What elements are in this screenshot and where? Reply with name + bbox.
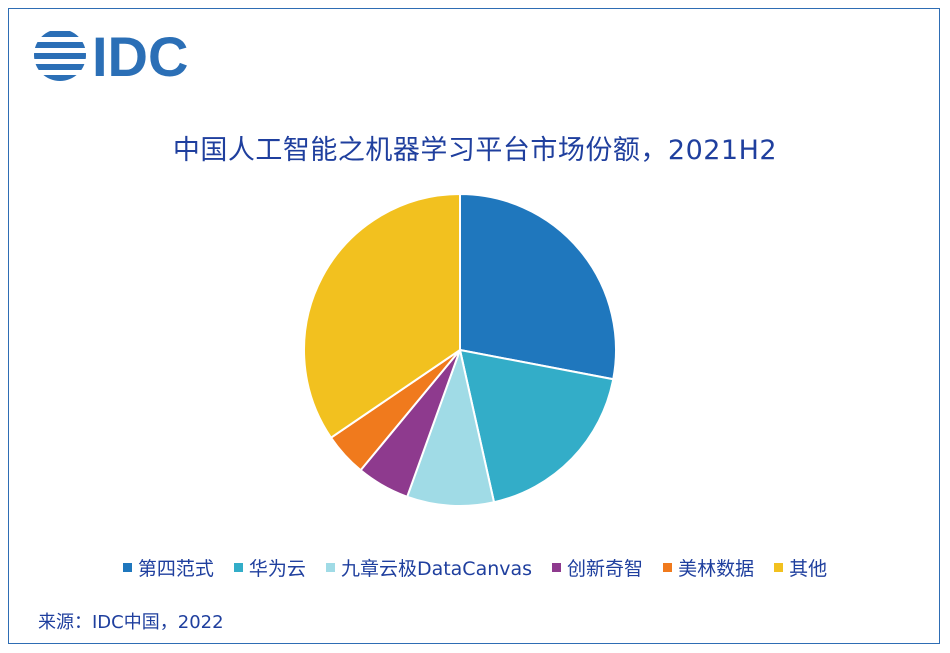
legend-label: 美林数据 bbox=[678, 558, 755, 580]
pie-slice-6 bbox=[303, 192, 461, 440]
pie-slice-2 bbox=[458, 348, 615, 504]
chart-title: 中国人工智能之机器学习平台市场份额，2021H2 bbox=[172, 135, 778, 166]
pie-chart bbox=[303, 192, 617, 507]
legend-swatch bbox=[552, 563, 562, 572]
legend-swatch bbox=[663, 563, 673, 572]
legend-swatch bbox=[774, 563, 784, 572]
legend-label: 其他 bbox=[789, 558, 828, 580]
pie-slice-3 bbox=[405, 346, 496, 507]
legend-item-2: 华为云 bbox=[233, 554, 306, 581]
idc-logo: IDC bbox=[34, 25, 188, 88]
source-note: 来源：IDC中国，2022 bbox=[38, 612, 224, 633]
legend-swatch bbox=[325, 563, 335, 572]
pie-slice-1 bbox=[459, 192, 617, 381]
legend-swatch bbox=[122, 563, 132, 572]
legend-item-3: 九章云极DataCanvas bbox=[325, 554, 533, 581]
legend-item-5: 美林数据 bbox=[663, 554, 754, 581]
legend-item-4: 创新奇智 bbox=[552, 554, 643, 581]
legend-label: 华为云 bbox=[248, 558, 306, 580]
logo-text: IDC bbox=[92, 25, 188, 88]
legend-item-6: 其他 bbox=[774, 554, 827, 581]
legend-label: 九章云极DataCanvas bbox=[340, 558, 533, 580]
legend-swatch bbox=[233, 563, 243, 572]
legend-item-1: 第四范式 bbox=[122, 554, 214, 581]
globe-icon bbox=[34, 31, 86, 81]
legend-label: 第四范式 bbox=[137, 558, 214, 580]
legend: 第四范式 华为云 九章云极DataCanvas 创新奇智 美林数据 其他 bbox=[0, 554, 950, 581]
legend-label: 创新奇智 bbox=[567, 558, 644, 580]
